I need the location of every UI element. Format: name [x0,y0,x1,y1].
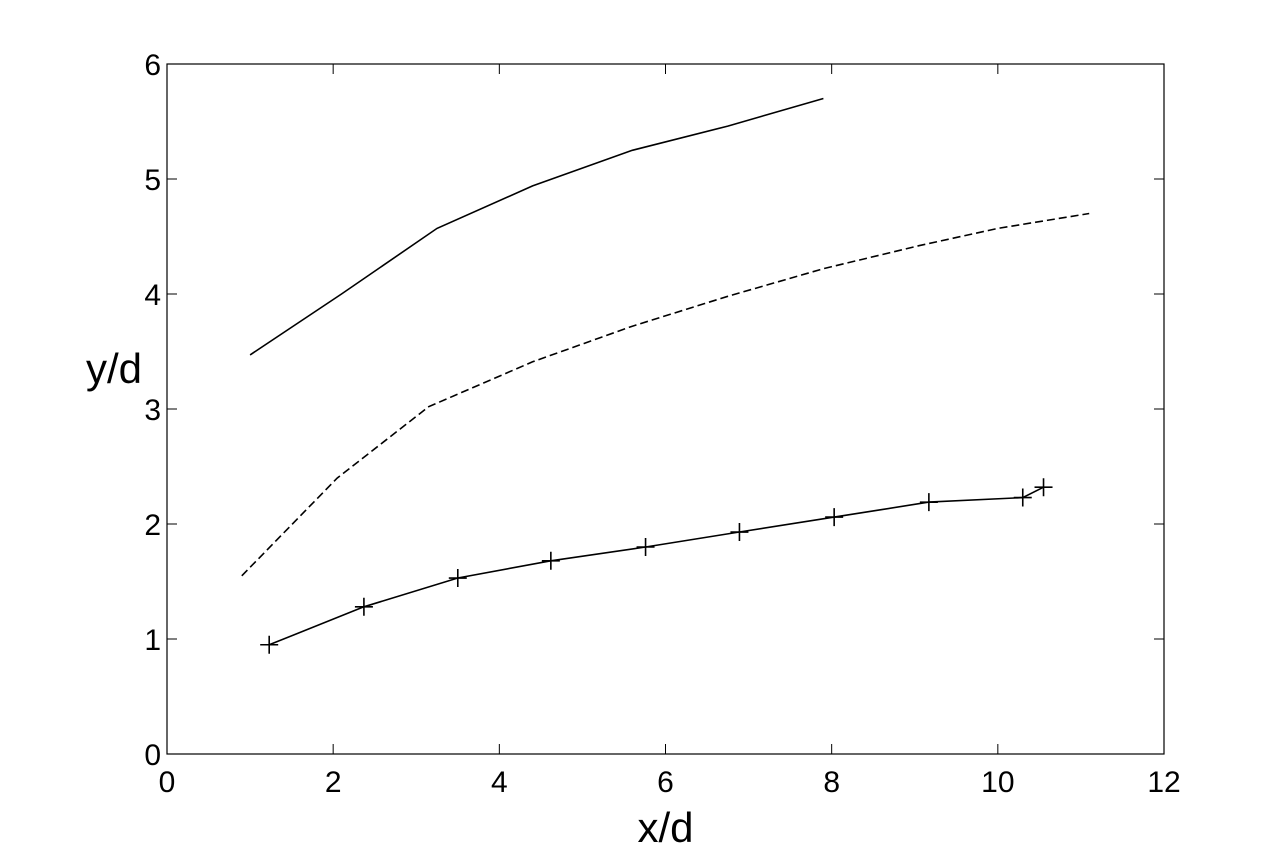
x-tick-label: 6 [657,766,674,799]
data-point-plus-marker [825,508,844,527]
series-layer [241,97,1090,654]
series-line [268,486,1044,646]
series-line [249,97,824,356]
data-point-plus-marker [448,569,467,588]
series-line [241,212,1090,577]
data-point-plus-marker [919,493,938,512]
y-tick-label: 2 [144,509,161,542]
y-tick-label: 4 [144,279,161,312]
y-tick-label: 0 [144,739,161,772]
data-point-plus-marker [1034,478,1053,497]
y-tick-label: 1 [144,624,161,657]
y-tick-label: 3 [144,394,161,427]
series-2 [241,212,1090,577]
y-tick-label: 6 [144,49,161,82]
x-tick-label: 12 [1147,766,1180,799]
data-point-plus-marker [260,635,279,654]
series-1 [249,97,824,356]
x-tick-label: 8 [823,766,840,799]
x-tick-label: 4 [491,766,508,799]
x-tick-label: 0 [159,766,176,799]
x-axis-label: x/d [637,804,693,851]
axis-ticks [166,63,1165,755]
plot-area [166,63,1165,755]
data-point-plus-marker [354,597,373,616]
x-tick-label: 2 [325,766,342,799]
x-tick-label: 10 [981,766,1014,799]
data-point-plus-marker [636,538,655,556]
y-axis-label: y/d [86,345,142,392]
data-point-plus-marker [1013,488,1032,507]
data-point-plus-marker [541,551,560,570]
data-point-plus-marker [730,523,749,542]
series-3 [260,478,1053,654]
y-tick-label: 5 [144,164,161,197]
